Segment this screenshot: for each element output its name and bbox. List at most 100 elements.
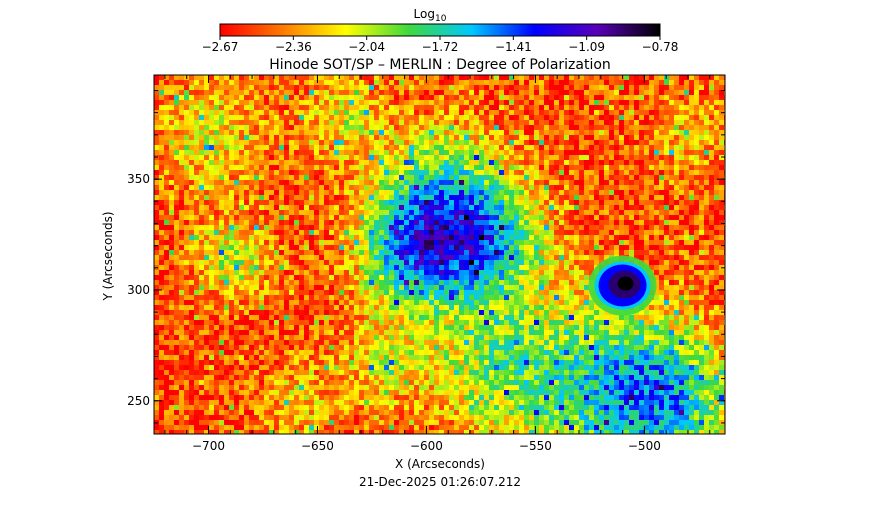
heatmap-cell bbox=[304, 110, 309, 115]
heatmap-cell bbox=[399, 230, 404, 235]
heatmap-cell bbox=[394, 260, 399, 265]
heatmap-cell bbox=[664, 245, 669, 250]
heatmap-cell bbox=[464, 215, 469, 220]
heatmap-cell bbox=[279, 105, 284, 110]
heatmap-cell bbox=[404, 145, 409, 150]
heatmap-cell bbox=[179, 110, 184, 115]
heatmap-cell bbox=[444, 275, 449, 280]
heatmap-cell bbox=[519, 145, 524, 150]
heatmap-cell bbox=[249, 110, 254, 115]
heatmap-cell bbox=[689, 130, 694, 135]
heatmap-cell bbox=[529, 150, 534, 155]
heatmap-cell bbox=[344, 285, 349, 290]
heatmap-cell bbox=[589, 110, 594, 115]
heatmap-cell bbox=[719, 135, 724, 140]
heatmap-cell bbox=[659, 200, 664, 205]
heatmap-cell bbox=[284, 100, 289, 105]
heatmap-cell bbox=[649, 100, 654, 105]
heatmap-cell bbox=[594, 190, 599, 195]
heatmap-cell bbox=[159, 175, 164, 180]
heatmap-cell bbox=[469, 95, 474, 100]
heatmap-cell bbox=[199, 190, 204, 195]
heatmap-cell bbox=[464, 270, 469, 275]
heatmap-cell bbox=[519, 95, 524, 100]
heatmap-cell bbox=[509, 285, 514, 290]
heatmap-cell bbox=[604, 145, 609, 150]
heatmap-cell bbox=[339, 255, 344, 260]
heatmap-cell bbox=[499, 240, 504, 245]
heatmap-cell bbox=[589, 140, 594, 145]
heatmap-cell bbox=[259, 195, 264, 200]
heatmap-cell bbox=[669, 240, 674, 245]
heatmap-cell bbox=[594, 95, 599, 100]
heatmap-cell bbox=[294, 145, 299, 150]
heatmap-cell bbox=[289, 200, 294, 205]
heatmap-cell bbox=[379, 270, 384, 275]
heatmap-cell bbox=[719, 210, 724, 215]
heatmap-cell bbox=[294, 285, 299, 290]
heatmap-cell bbox=[559, 80, 564, 85]
heatmap-cell bbox=[679, 275, 684, 280]
heatmap-cell bbox=[234, 180, 239, 185]
heatmap-cell bbox=[309, 265, 314, 270]
heatmap-cell bbox=[239, 95, 244, 100]
heatmap-cell bbox=[649, 185, 654, 190]
heatmap-cell bbox=[459, 205, 464, 210]
heatmap-cell bbox=[504, 185, 509, 190]
heatmap-cell bbox=[579, 255, 584, 260]
heatmap-cell bbox=[444, 150, 449, 155]
heatmap-cell bbox=[484, 240, 489, 245]
heatmap-cell bbox=[244, 100, 249, 105]
heatmap-cell bbox=[394, 190, 399, 195]
heatmap-cell bbox=[534, 215, 539, 220]
heatmap-cell bbox=[634, 230, 639, 235]
heatmap-cell bbox=[654, 270, 659, 275]
heatmap-cell bbox=[669, 250, 674, 255]
heatmap-cell bbox=[279, 170, 284, 175]
heatmap-cell bbox=[609, 190, 614, 195]
heatmap-cell bbox=[684, 150, 689, 155]
heatmap-cell bbox=[494, 145, 499, 150]
heatmap-cell bbox=[344, 180, 349, 185]
heatmap-cell bbox=[314, 155, 319, 160]
heatmap-cell bbox=[664, 165, 669, 170]
heatmap-cell bbox=[594, 230, 599, 235]
heatmap-cell bbox=[159, 115, 164, 120]
heatmap-cell bbox=[674, 155, 679, 160]
heatmap-cell bbox=[184, 80, 189, 85]
heatmap-cell bbox=[519, 285, 524, 290]
heatmap-cell bbox=[554, 210, 559, 215]
heatmap-cell bbox=[419, 165, 424, 170]
heatmap-cell bbox=[659, 265, 664, 270]
heatmap-cell bbox=[184, 270, 189, 275]
heatmap-cell bbox=[359, 275, 364, 280]
heatmap-cell bbox=[319, 85, 324, 90]
heatmap-cell bbox=[324, 155, 329, 160]
heatmap-cell bbox=[669, 75, 674, 80]
colorbar-tick-label: −2.67 bbox=[202, 40, 239, 54]
heatmap-cell bbox=[304, 290, 309, 295]
heatmap-cell bbox=[289, 290, 294, 295]
heatmap-cell bbox=[254, 75, 259, 80]
heatmap-cell bbox=[524, 165, 529, 170]
heatmap-cell bbox=[534, 105, 539, 110]
heatmap-cell bbox=[214, 110, 219, 115]
heatmap-cell bbox=[239, 75, 244, 80]
heatmap-cell bbox=[244, 210, 249, 215]
heatmap-cell bbox=[274, 215, 279, 220]
heatmap-cell bbox=[399, 95, 404, 100]
heatmap-cell bbox=[494, 255, 499, 260]
heatmap-cell bbox=[269, 155, 274, 160]
heatmap-cell bbox=[604, 235, 609, 240]
heatmap-cell bbox=[404, 125, 409, 130]
heatmap-cell bbox=[219, 80, 224, 85]
heatmap-cell bbox=[509, 270, 514, 275]
heatmap-cell bbox=[544, 285, 549, 290]
heatmap-cell bbox=[509, 90, 514, 95]
heatmap-cell bbox=[359, 160, 364, 165]
heatmap-cell bbox=[389, 255, 394, 260]
heatmap-cell bbox=[419, 145, 424, 150]
heatmap-cell bbox=[219, 200, 224, 205]
heatmap-cell bbox=[379, 255, 384, 260]
heatmap-cell bbox=[314, 250, 319, 255]
